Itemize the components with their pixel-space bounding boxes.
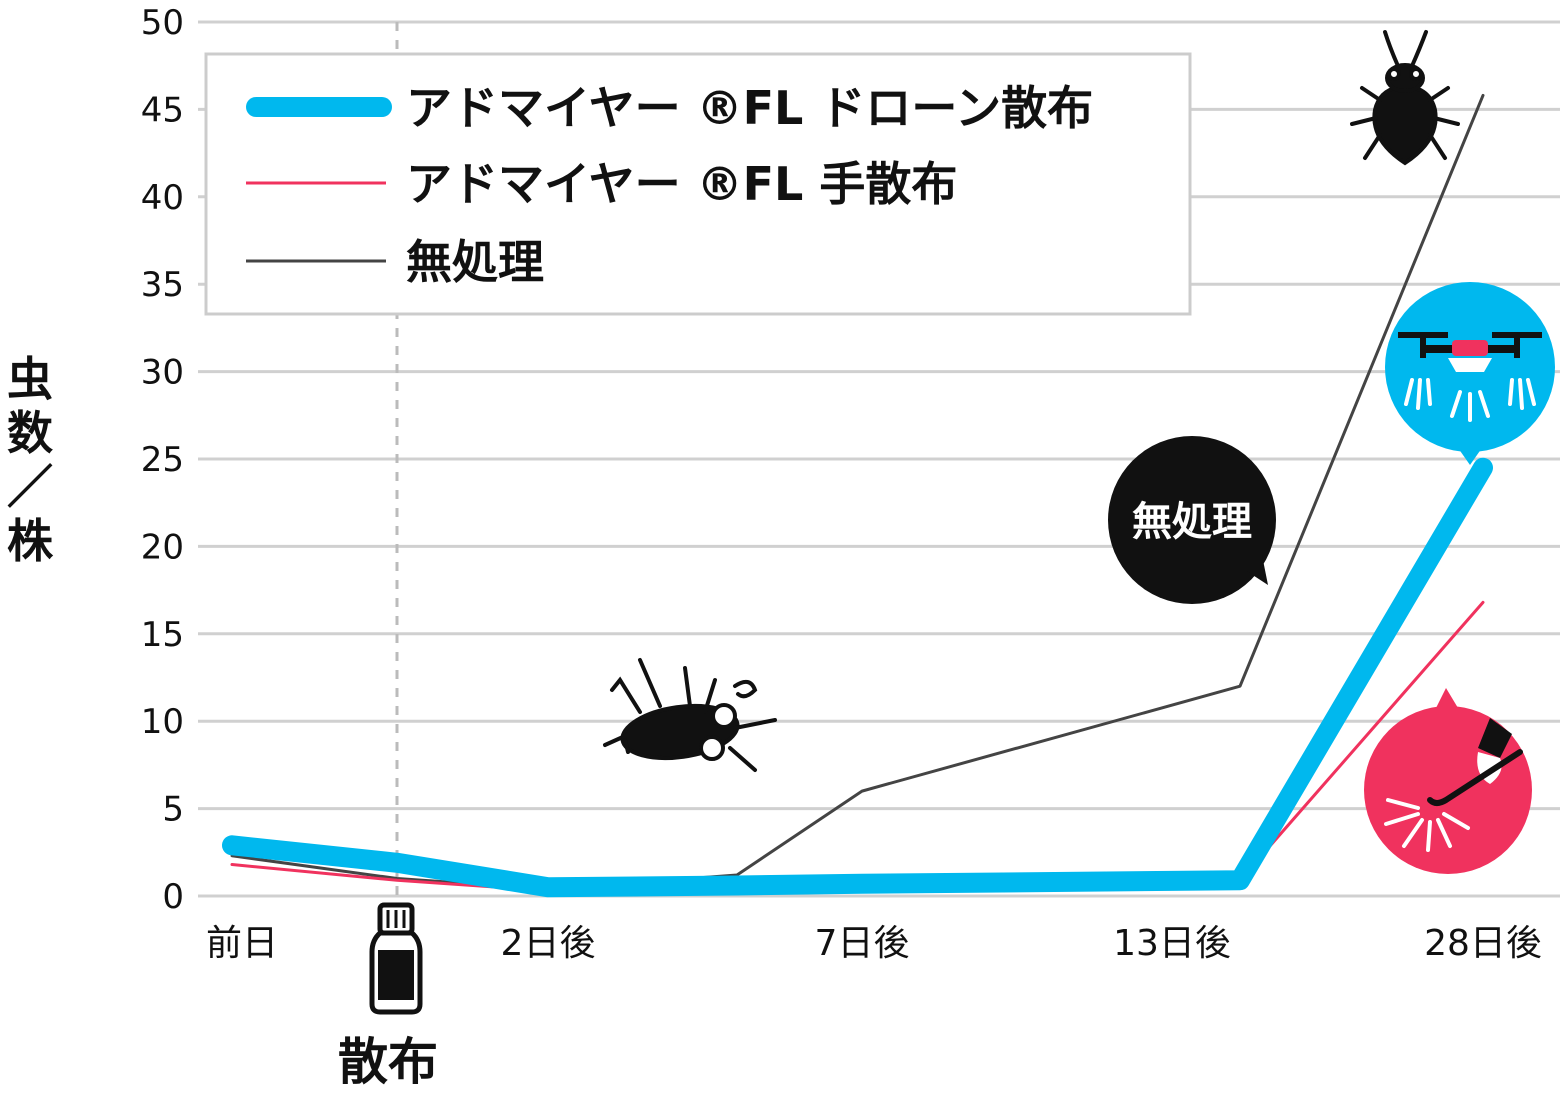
- y-tick-label: 40: [141, 178, 184, 218]
- untreated-bubble: 無処理: [1108, 436, 1276, 604]
- x-tick-label: 7日後: [815, 923, 910, 964]
- x-tick-label: 2日後: [501, 923, 596, 964]
- hand-sprayer-icon: [1364, 688, 1532, 874]
- y-axis-label-char: ／: [2, 460, 58, 514]
- bug-icon: [1352, 32, 1458, 163]
- y-tick-label: 50: [141, 3, 184, 43]
- y-axis-label-char: 株: [2, 514, 58, 568]
- bottle-icon: [372, 905, 420, 1012]
- y-tick-label: 5: [162, 790, 184, 830]
- y-axis-label-char: 数: [2, 406, 58, 460]
- dead-bug-icon: [605, 660, 775, 770]
- y-tick-label: 35: [141, 265, 184, 305]
- x-tick-label: 28日後: [1424, 923, 1542, 964]
- series-line-hand: [232, 602, 1483, 890]
- y-axis-label-char: 虫: [2, 352, 58, 406]
- y-tick-label: 20: [141, 527, 184, 567]
- y-axis: 0 5 10 15 20 25 30 35 40 45 50: [141, 3, 184, 917]
- legend-label-hand: アドマイヤー ®FL 手散布: [406, 157, 957, 211]
- spray-marker-label: 散布: [338, 1022, 438, 1094]
- drone-icon: [1385, 282, 1555, 465]
- y-tick-label: 30: [141, 353, 184, 393]
- y-tick-label: 25: [141, 440, 184, 480]
- legend-label-drone: アドマイヤー ®FL ドローン散布: [406, 81, 1093, 135]
- series-line-drone: [232, 468, 1483, 888]
- legend: アドマイヤー ®FL ドローン散布 アドマイヤー ®FL 手散布 無処理: [206, 54, 1190, 314]
- x-tick-label: 13日後: [1113, 923, 1231, 964]
- legend-label-untreated: 無処理: [406, 235, 544, 289]
- y-tick-label: 10: [141, 702, 184, 742]
- y-tick-label: 45: [141, 90, 184, 130]
- untreated-bubble-label: 無処理: [1132, 499, 1252, 545]
- y-tick-label: 0: [162, 877, 184, 917]
- y-axis-label: 虫 数 ／ 株: [2, 352, 58, 568]
- x-tick-label: 前日: [206, 923, 278, 964]
- y-tick-label: 15: [141, 615, 184, 655]
